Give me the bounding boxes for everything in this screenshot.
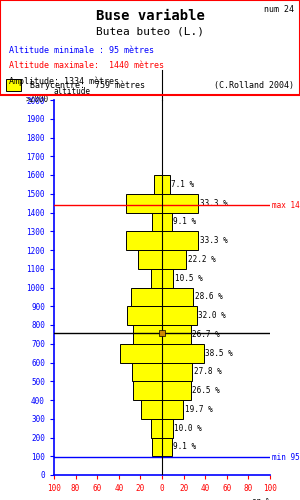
- Text: Altitude minimale : 95 mètres: Altitude minimale : 95 mètres: [9, 46, 154, 54]
- Text: Buse variable: Buse variable: [96, 10, 204, 24]
- FancyBboxPatch shape: [126, 194, 198, 212]
- Text: min 95: min 95: [272, 452, 300, 462]
- Text: Barycentre:  759 mètres: Barycentre: 759 mètres: [30, 80, 145, 90]
- FancyBboxPatch shape: [151, 419, 173, 438]
- FancyBboxPatch shape: [154, 175, 170, 194]
- Text: 27.8 %: 27.8 %: [194, 368, 221, 376]
- Text: 26.5 %: 26.5 %: [192, 386, 220, 395]
- Bar: [6, 79, 21, 91]
- Text: Butea buteo (L.): Butea buteo (L.): [96, 26, 204, 36]
- Text: altitude: altitude: [54, 87, 91, 96]
- Text: max 1440: max 1440: [272, 200, 300, 209]
- FancyBboxPatch shape: [126, 231, 198, 250]
- Text: 33.3 %: 33.3 %: [200, 236, 227, 245]
- Text: 28.6 %: 28.6 %: [194, 292, 222, 302]
- Text: Altitude maximale:  1440 mètres: Altitude maximale: 1440 mètres: [9, 61, 164, 70]
- Text: num 24: num 24: [264, 4, 294, 14]
- Text: 33.3 %: 33.3 %: [200, 198, 227, 207]
- Text: 38.5 %: 38.5 %: [205, 348, 233, 358]
- FancyBboxPatch shape: [120, 344, 204, 362]
- FancyBboxPatch shape: [133, 325, 191, 344]
- Text: 9.1 %: 9.1 %: [173, 218, 196, 226]
- FancyBboxPatch shape: [138, 250, 186, 269]
- Text: Amplitude: 1334 mètres: Amplitude: 1334 mètres: [9, 76, 119, 86]
- Text: 26.7 %: 26.7 %: [193, 330, 220, 339]
- Text: 7.1 %: 7.1 %: [171, 180, 194, 189]
- FancyBboxPatch shape: [152, 212, 172, 231]
- FancyBboxPatch shape: [128, 306, 196, 325]
- FancyBboxPatch shape: [132, 362, 192, 381]
- Text: (C.Rolland 2004): (C.Rolland 2004): [214, 80, 294, 90]
- Text: 9.1 %: 9.1 %: [173, 442, 196, 452]
- FancyBboxPatch shape: [152, 438, 172, 456]
- FancyBboxPatch shape: [131, 288, 193, 306]
- Text: 10.5 %: 10.5 %: [175, 274, 203, 282]
- Text: en %: en %: [251, 498, 270, 500]
- FancyBboxPatch shape: [141, 400, 183, 419]
- Text: 19.7 %: 19.7 %: [185, 405, 213, 414]
- FancyBboxPatch shape: [134, 381, 190, 400]
- Text: 32.0 %: 32.0 %: [198, 311, 226, 320]
- Text: 22.2 %: 22.2 %: [188, 255, 215, 264]
- Text: >2000: >2000: [26, 96, 49, 104]
- FancyBboxPatch shape: [151, 269, 173, 287]
- Text: 10.0 %: 10.0 %: [174, 424, 202, 432]
